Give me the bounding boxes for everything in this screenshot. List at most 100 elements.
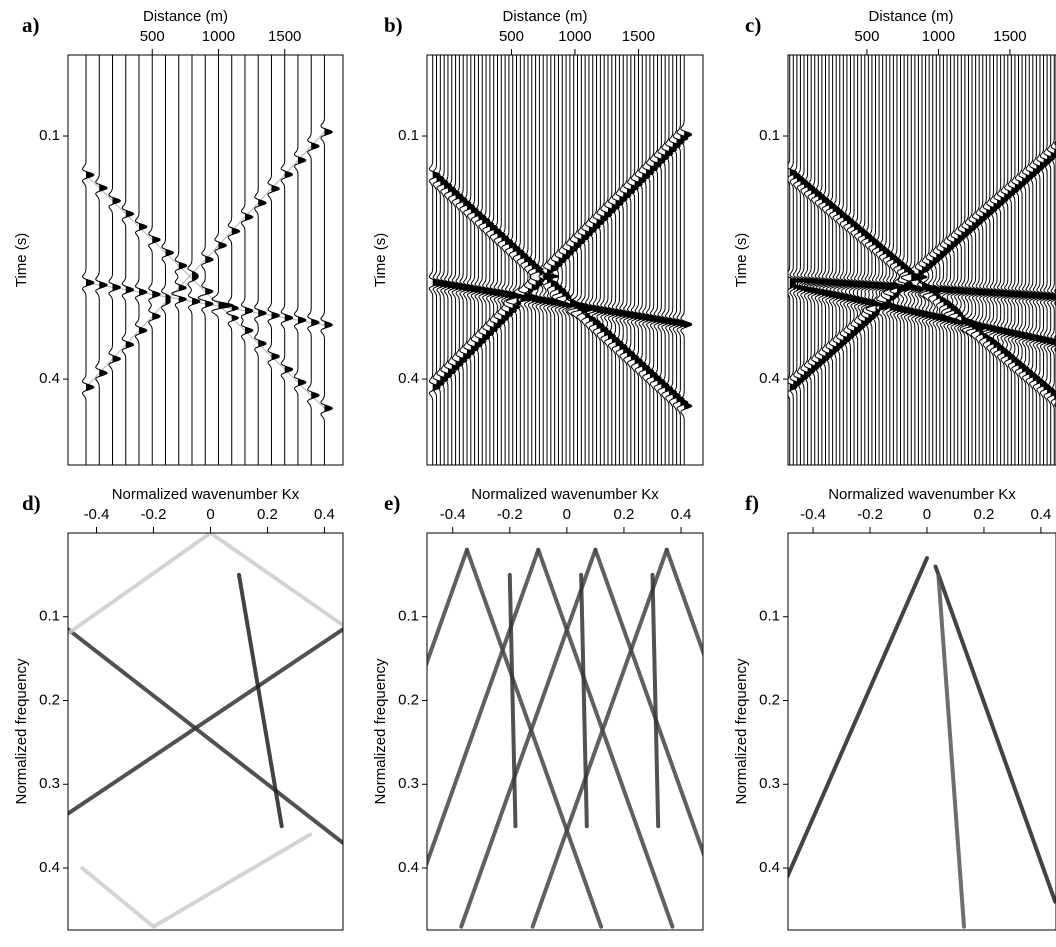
trace bbox=[880, 55, 895, 465]
trace-fill bbox=[459, 55, 467, 465]
y-tick-label: 0.2 bbox=[759, 691, 780, 708]
trace-fill bbox=[455, 55, 464, 465]
plot-frame bbox=[67, 532, 344, 931]
trace bbox=[649, 55, 663, 465]
y-tick-label: 0.4 bbox=[39, 859, 60, 876]
trace bbox=[549, 55, 563, 465]
x-tick-label: -0.4 bbox=[800, 506, 826, 523]
event bbox=[432, 282, 687, 326]
trace bbox=[585, 55, 601, 465]
x-tick-label: 0.2 bbox=[257, 506, 278, 523]
event bbox=[789, 150, 1056, 388]
event bbox=[85, 131, 325, 388]
plot-area bbox=[68, 533, 343, 929]
trace-fill bbox=[638, 55, 647, 465]
trace bbox=[1046, 55, 1056, 465]
trace-fill bbox=[324, 55, 333, 465]
trace bbox=[961, 55, 984, 465]
trace bbox=[983, 55, 998, 465]
trace bbox=[919, 55, 940, 465]
x-axis-title: Distance (m) bbox=[868, 8, 953, 25]
trace bbox=[459, 55, 472, 465]
panel: d) Normalized wavenumber Kx Normalized fre… bbox=[13, 486, 344, 931]
trace bbox=[815, 55, 830, 465]
event bbox=[427, 547, 469, 668]
trace bbox=[979, 55, 991, 465]
trace bbox=[788, 55, 798, 465]
trace bbox=[1029, 55, 1041, 465]
trace bbox=[463, 55, 476, 465]
trace bbox=[860, 55, 873, 465]
panel-letter: a) bbox=[22, 13, 40, 37]
panel-letter: d) bbox=[22, 491, 41, 515]
trace bbox=[455, 55, 468, 465]
trace bbox=[267, 55, 280, 465]
trace-fill bbox=[125, 55, 134, 465]
y-tick-label: 0.3 bbox=[759, 775, 780, 792]
trace bbox=[892, 55, 905, 465]
trace bbox=[600, 55, 613, 465]
y-tick-label: 0.2 bbox=[39, 691, 60, 708]
trace bbox=[604, 55, 617, 465]
trace bbox=[108, 55, 122, 465]
trace bbox=[576, 55, 590, 465]
plot-frame bbox=[426, 54, 704, 466]
plot-area bbox=[788, 55, 1056, 465]
trace-fill bbox=[99, 55, 108, 465]
trace bbox=[95, 55, 108, 465]
x-tick-label: 1000 bbox=[202, 28, 235, 45]
trace bbox=[829, 55, 845, 465]
y-tick-label: 0.4 bbox=[759, 859, 780, 876]
y-axis-title: Time (s) bbox=[372, 233, 389, 287]
y-tick-label: 0.1 bbox=[39, 608, 60, 625]
trace-fill bbox=[258, 55, 267, 465]
trace bbox=[626, 55, 640, 465]
trace-fill bbox=[231, 55, 240, 465]
trace-fill bbox=[218, 55, 234, 465]
plot-area bbox=[427, 547, 703, 929]
trace bbox=[197, 55, 214, 465]
trace bbox=[543, 55, 556, 465]
trace bbox=[873, 55, 891, 465]
event bbox=[788, 556, 929, 879]
plot-area bbox=[428, 55, 693, 465]
trace bbox=[953, 55, 966, 465]
plot-frame bbox=[787, 532, 1056, 931]
trace bbox=[948, 55, 962, 465]
y-tick-label: 0.4 bbox=[759, 370, 780, 387]
trace bbox=[501, 55, 514, 465]
trace-fill bbox=[165, 55, 174, 465]
event bbox=[507, 572, 518, 829]
trace bbox=[914, 55, 926, 465]
trace bbox=[975, 55, 987, 465]
trace-fill bbox=[879, 55, 890, 465]
trace bbox=[818, 55, 834, 465]
trace bbox=[1007, 55, 1020, 465]
trace bbox=[623, 55, 636, 465]
trace bbox=[642, 55, 655, 465]
trace bbox=[796, 55, 809, 465]
trace bbox=[789, 55, 802, 465]
trace bbox=[565, 55, 578, 465]
trace bbox=[211, 55, 234, 465]
trace-fill bbox=[152, 55, 161, 465]
y-tick-label: 0.3 bbox=[398, 775, 419, 792]
event bbox=[432, 174, 688, 409]
event bbox=[151, 832, 313, 929]
trace bbox=[524, 55, 536, 465]
trace-fill bbox=[191, 55, 200, 465]
y-tick-label: 0.4 bbox=[398, 859, 419, 876]
trace bbox=[497, 55, 510, 465]
trace bbox=[505, 55, 521, 465]
y-tick-label: 0.4 bbox=[39, 370, 60, 387]
event bbox=[789, 279, 1056, 298]
x-tick-label: -0.2 bbox=[497, 506, 523, 523]
trace bbox=[551, 55, 567, 465]
trace bbox=[803, 55, 816, 465]
trace bbox=[307, 55, 320, 465]
event bbox=[432, 131, 688, 388]
trace bbox=[900, 55, 916, 465]
event bbox=[85, 174, 325, 409]
y-axis-title: Normalized frequency bbox=[13, 658, 30, 804]
